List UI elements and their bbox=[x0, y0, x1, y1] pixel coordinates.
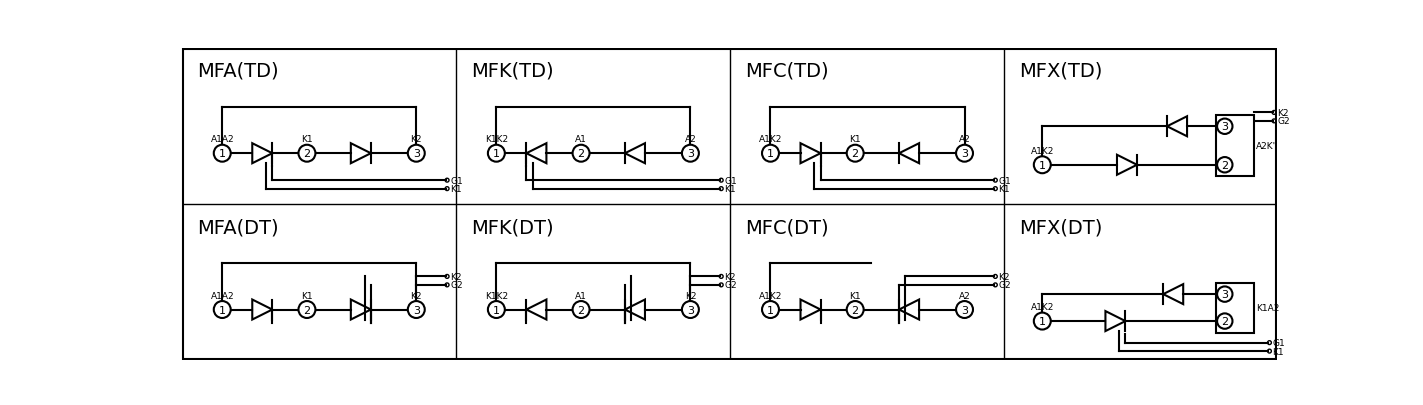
Circle shape bbox=[761, 301, 778, 318]
Text: 1: 1 bbox=[492, 149, 499, 159]
Text: 2: 2 bbox=[851, 149, 858, 159]
Circle shape bbox=[956, 301, 973, 318]
Text: K2: K2 bbox=[724, 272, 736, 281]
Text: 3: 3 bbox=[687, 149, 694, 159]
Text: K1: K1 bbox=[302, 135, 313, 144]
Text: 3: 3 bbox=[413, 305, 420, 315]
Circle shape bbox=[1217, 158, 1232, 173]
Text: G1: G1 bbox=[724, 176, 737, 185]
Circle shape bbox=[956, 145, 973, 162]
Circle shape bbox=[408, 145, 424, 162]
Text: K1A2: K1A2 bbox=[1257, 303, 1279, 312]
Text: MFC(TD): MFC(TD) bbox=[746, 62, 828, 81]
Text: A1A2: A1A2 bbox=[211, 291, 233, 300]
Circle shape bbox=[213, 145, 231, 162]
Text: A1K2: A1K2 bbox=[758, 135, 783, 144]
Text: 1: 1 bbox=[1039, 316, 1046, 326]
Text: MFA(TD): MFA(TD) bbox=[196, 62, 279, 81]
Text: 2: 2 bbox=[1221, 160, 1228, 171]
Text: A2: A2 bbox=[959, 135, 970, 144]
Text: 3: 3 bbox=[961, 149, 968, 159]
Text: K2: K2 bbox=[450, 272, 461, 281]
Text: K1: K1 bbox=[999, 185, 1010, 194]
Circle shape bbox=[847, 145, 864, 162]
Text: G2: G2 bbox=[450, 281, 462, 290]
Text: MFC(DT): MFC(DT) bbox=[746, 217, 828, 237]
Text: 2: 2 bbox=[303, 149, 310, 159]
Text: 3: 3 bbox=[413, 149, 420, 159]
Circle shape bbox=[682, 301, 699, 318]
Text: 2: 2 bbox=[1221, 316, 1228, 326]
Circle shape bbox=[847, 301, 864, 318]
Text: A1K2: A1K2 bbox=[1030, 302, 1054, 311]
Circle shape bbox=[572, 301, 589, 318]
Circle shape bbox=[408, 301, 424, 318]
Text: 1: 1 bbox=[1039, 160, 1046, 171]
Text: K1: K1 bbox=[724, 185, 736, 194]
Circle shape bbox=[682, 145, 699, 162]
Circle shape bbox=[213, 301, 231, 318]
Text: MFK(TD): MFK(TD) bbox=[471, 62, 554, 81]
Circle shape bbox=[1217, 287, 1232, 302]
Text: G1: G1 bbox=[999, 176, 1012, 185]
Circle shape bbox=[299, 145, 316, 162]
Text: K2: K2 bbox=[999, 272, 1010, 281]
Text: K2: K2 bbox=[410, 291, 423, 300]
Text: K1: K1 bbox=[850, 135, 861, 144]
Circle shape bbox=[1217, 119, 1232, 134]
Circle shape bbox=[572, 145, 589, 162]
Text: 1: 1 bbox=[767, 149, 774, 159]
Text: 1: 1 bbox=[492, 305, 499, 315]
Text: 2: 2 bbox=[578, 149, 585, 159]
Circle shape bbox=[1035, 313, 1050, 330]
Circle shape bbox=[1035, 157, 1050, 174]
Text: A2: A2 bbox=[959, 291, 970, 300]
Text: G1: G1 bbox=[1272, 338, 1285, 347]
Text: K1: K1 bbox=[302, 291, 313, 300]
Text: A1: A1 bbox=[575, 291, 588, 300]
Text: 3: 3 bbox=[687, 305, 694, 315]
Circle shape bbox=[761, 145, 778, 162]
Text: 1: 1 bbox=[219, 149, 226, 159]
Text: 3: 3 bbox=[961, 305, 968, 315]
Text: 2: 2 bbox=[851, 305, 858, 315]
Text: A1: A1 bbox=[575, 135, 588, 144]
Text: G2: G2 bbox=[999, 281, 1010, 290]
Text: K1K2: K1K2 bbox=[485, 135, 508, 144]
Text: 2: 2 bbox=[303, 305, 310, 315]
Text: MFX(DT): MFX(DT) bbox=[1019, 217, 1103, 237]
Text: 1: 1 bbox=[219, 305, 226, 315]
Text: 2: 2 bbox=[578, 305, 585, 315]
Bar bbox=[1215, 115, 1254, 177]
Text: MFK(DT): MFK(DT) bbox=[471, 217, 554, 237]
Circle shape bbox=[488, 301, 505, 318]
Circle shape bbox=[488, 145, 505, 162]
Text: K1: K1 bbox=[450, 185, 462, 194]
Text: K1: K1 bbox=[850, 291, 861, 300]
Text: A1K2: A1K2 bbox=[1030, 146, 1054, 156]
Text: G2: G2 bbox=[1278, 117, 1289, 126]
Text: 3: 3 bbox=[1221, 290, 1228, 299]
Text: MFX(TD): MFX(TD) bbox=[1019, 62, 1103, 81]
Text: 3: 3 bbox=[1221, 122, 1228, 132]
Circle shape bbox=[299, 301, 316, 318]
Text: K2: K2 bbox=[1278, 109, 1289, 117]
Text: A1K2: A1K2 bbox=[758, 291, 783, 300]
Bar bbox=[1215, 283, 1254, 333]
Text: MFA(DT): MFA(DT) bbox=[196, 217, 279, 237]
Text: G2: G2 bbox=[724, 281, 737, 290]
Text: K1: K1 bbox=[1272, 347, 1284, 356]
Text: K2: K2 bbox=[410, 135, 423, 144]
Text: K2: K2 bbox=[684, 291, 696, 300]
Text: 1: 1 bbox=[767, 305, 774, 315]
Text: A1A2: A1A2 bbox=[211, 135, 233, 144]
Text: K1K2: K1K2 bbox=[485, 291, 508, 300]
Text: A2: A2 bbox=[684, 135, 696, 144]
Circle shape bbox=[1217, 313, 1232, 329]
Text: A2K': A2K' bbox=[1257, 142, 1276, 151]
Text: G1: G1 bbox=[450, 176, 462, 185]
